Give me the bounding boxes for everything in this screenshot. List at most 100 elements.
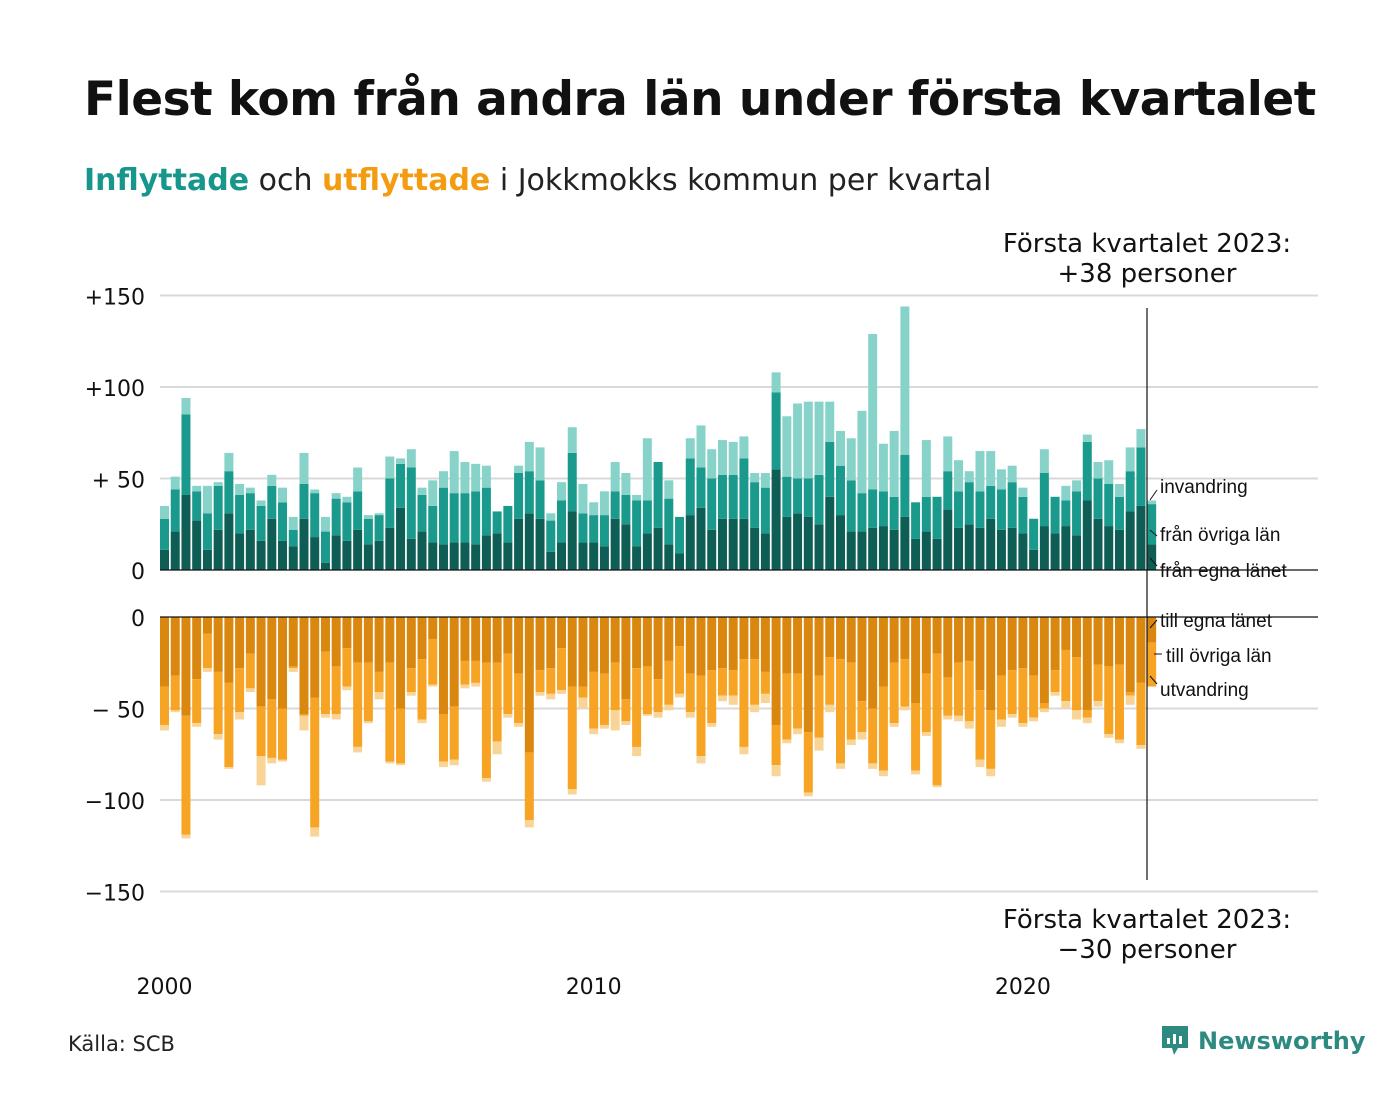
bar-till-egna-lanet bbox=[170, 617, 180, 676]
bar-invandring bbox=[181, 397, 191, 415]
bar-till-ovriga-lan bbox=[406, 668, 416, 693]
bar-invandring bbox=[782, 416, 792, 477]
bar-fran-egna-lanet bbox=[535, 518, 545, 570]
bar-fran-ovriga-lan bbox=[825, 441, 835, 497]
bar-till-egna-lanet bbox=[320, 617, 330, 652]
bar-invandring bbox=[245, 487, 255, 494]
bar-invandring bbox=[278, 487, 288, 503]
bar-fran-ovriga-lan bbox=[417, 494, 427, 532]
bar-fran-egna-lanet bbox=[374, 540, 384, 570]
bar-till-ovriga-lan bbox=[1104, 666, 1114, 735]
bar-fran-egna-lanet bbox=[964, 524, 974, 570]
bar-fran-egna-lanet bbox=[578, 542, 588, 570]
bar-till-ovriga-lan bbox=[739, 659, 749, 747]
bar-fran-ovriga-lan bbox=[728, 474, 738, 519]
bar-till-egna-lanet bbox=[621, 617, 631, 700]
bar-fran-egna-lanet bbox=[503, 542, 513, 570]
bar-fran-egna-lanet bbox=[653, 527, 663, 570]
bar-till-egna-lanet bbox=[1050, 617, 1060, 671]
subtitle-rest: i Jokkmokks kommun per kvartal bbox=[499, 163, 992, 198]
bar-utvandring bbox=[814, 737, 824, 751]
bar-fran-ovriga-lan bbox=[1114, 496, 1124, 530]
bar-till-egna-lanet bbox=[610, 617, 620, 663]
bar-fran-egna-lanet bbox=[224, 513, 234, 570]
bar-fran-ovriga-lan bbox=[599, 515, 609, 547]
bar-till-egna-lanet bbox=[310, 617, 320, 698]
bar-till-ovriga-lan bbox=[535, 670, 545, 693]
bar-fran-ovriga-lan bbox=[471, 491, 481, 545]
bar-till-ovriga-lan bbox=[192, 679, 202, 724]
bar-till-egna-lanet bbox=[374, 617, 384, 672]
bar-fran-egna-lanet bbox=[1050, 533, 1060, 570]
bar-till-egna-lanet bbox=[932, 617, 942, 654]
bar-fran-ovriga-lan bbox=[224, 471, 234, 514]
bar-till-egna-lanet bbox=[793, 617, 803, 674]
bar-till-ovriga-lan bbox=[1061, 649, 1071, 702]
bar-till-egna-lanet bbox=[889, 617, 899, 663]
bar-utvandring bbox=[846, 739, 856, 746]
bar-till-egna-lanet bbox=[1007, 617, 1017, 671]
y-tick-label-bottom: 0 bbox=[131, 607, 145, 632]
bar-till-egna-lanet bbox=[503, 617, 513, 654]
bar-invandring bbox=[524, 441, 534, 472]
bar-till-egna-lanet bbox=[492, 617, 502, 663]
bar-till-egna-lanet bbox=[750, 617, 760, 660]
bar-utvandring bbox=[160, 724, 169, 731]
bar-till-ovriga-lan bbox=[278, 708, 288, 760]
bar-utvandring bbox=[857, 732, 867, 740]
bar-till-ovriga-lan bbox=[954, 662, 964, 716]
bar-till-ovriga-lan bbox=[771, 724, 781, 766]
bar-utvandring bbox=[514, 723, 524, 727]
bar-utvandring bbox=[835, 763, 845, 769]
bar-fran-egna-lanet bbox=[889, 529, 899, 570]
bar-utvandring bbox=[921, 732, 931, 736]
bar-fran-egna-lanet bbox=[1072, 535, 1082, 570]
bar-fran-egna-lanet bbox=[814, 524, 824, 570]
bar-till-egna-lanet bbox=[760, 617, 770, 672]
bar-till-ovriga-lan bbox=[921, 673, 931, 733]
bar-till-egna-lanet bbox=[278, 617, 288, 709]
bar-till-egna-lanet bbox=[964, 617, 974, 661]
bar-invandring bbox=[514, 465, 524, 474]
bar-fran-egna-lanet bbox=[911, 538, 921, 570]
x-tick-label: 2010 bbox=[566, 975, 622, 1000]
bar-fran-egna-lanet bbox=[954, 527, 964, 570]
bar-fran-egna-lanet bbox=[192, 520, 202, 570]
bar-till-ovriga-lan bbox=[514, 673, 524, 724]
bar-fran-ovriga-lan bbox=[385, 478, 395, 528]
bar-utvandring bbox=[1007, 713, 1017, 718]
label-till-ovriga-lan: till övriga län bbox=[1166, 646, 1272, 667]
bar-fran-ovriga-lan bbox=[353, 491, 363, 530]
bar-till-ovriga-lan bbox=[1029, 675, 1039, 718]
bar-fran-egna-lanet bbox=[202, 549, 212, 570]
bar-invandring bbox=[1136, 429, 1146, 448]
bar-fran-egna-lanet bbox=[696, 507, 706, 570]
bar-till-ovriga-lan bbox=[825, 657, 835, 705]
bar-till-ovriga-lan bbox=[610, 662, 620, 711]
bar-utvandring bbox=[342, 686, 352, 691]
bar-till-ovriga-lan bbox=[524, 752, 534, 821]
bar-fran-egna-lanet bbox=[267, 518, 277, 570]
bar-invandring bbox=[192, 485, 202, 492]
bar-till-egna-lanet bbox=[1104, 617, 1114, 667]
bar-till-ovriga-lan bbox=[803, 732, 813, 793]
bar-till-egna-lanet bbox=[846, 617, 856, 663]
bar-invandring bbox=[331, 493, 341, 499]
bar-till-ovriga-lan bbox=[428, 638, 438, 685]
bar-invandring bbox=[567, 427, 577, 453]
bar-fran-ovriga-lan bbox=[578, 513, 588, 543]
bar-fran-egna-lanet bbox=[825, 496, 835, 570]
bar-till-egna-lanet bbox=[717, 617, 727, 669]
bar-invandring bbox=[160, 505, 169, 519]
bar-utvandring bbox=[374, 692, 384, 700]
bar-invandring bbox=[642, 438, 652, 501]
bar-fran-egna-lanet bbox=[846, 531, 856, 570]
bar-utvandring bbox=[868, 763, 878, 769]
bar-invandring bbox=[975, 451, 985, 492]
bar-invandring bbox=[170, 476, 180, 490]
bar-fran-ovriga-lan bbox=[610, 491, 620, 519]
bar-utvandring bbox=[1082, 717, 1092, 724]
bar-till-egna-lanet bbox=[975, 617, 985, 691]
bar-utvandring bbox=[954, 715, 964, 722]
bar-fran-egna-lanet bbox=[621, 524, 631, 570]
